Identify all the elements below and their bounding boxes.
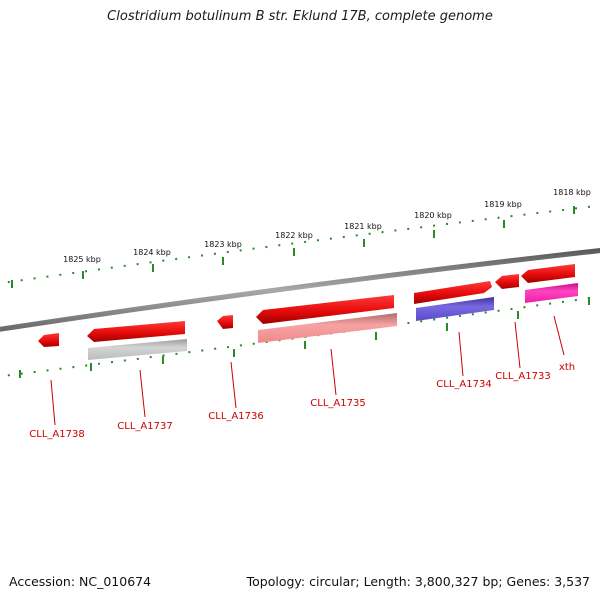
gene-label-cll-a1734[interactable]: CLL_A1734 (436, 379, 491, 390)
gene-label-cll-a1736[interactable]: CLL_A1736 (208, 411, 263, 422)
ruler-labels: 1825 kbp 1824 kbp 1823 kbp 1822 kbp 1821… (63, 188, 591, 264)
topology-summary: Topology: circular; Length: 3,800,327 bp… (246, 574, 590, 589)
gene-arrow-cll-a1737[interactable] (87, 321, 185, 342)
feature-bar-xth-companion[interactable] (525, 283, 578, 303)
ruler-label-1820: 1820 kbp (414, 211, 452, 220)
ruler-label-1818: 1818 kbp (553, 188, 591, 197)
gene-labels: CLL_A1738 CLL_A1737 CLL_A1736 CLL_A1735 … (29, 362, 575, 440)
gene-arrow-xth[interactable] (521, 264, 575, 283)
ruler-label-1825: 1825 kbp (63, 255, 101, 264)
ruler-label-1822: 1822 kbp (275, 231, 313, 240)
gene-arrow-cll-a1738[interactable] (38, 333, 59, 347)
gene-label-xth[interactable]: xth (559, 362, 575, 373)
ruler-label-1823: 1823 kbp (204, 240, 242, 249)
ruler-label-1819: 1819 kbp (484, 200, 522, 209)
gene-features (38, 264, 578, 360)
ruler-label-1824: 1824 kbp (133, 248, 171, 257)
gene-label-cll-a1738[interactable]: CLL_A1738 (29, 429, 84, 440)
gene-leader-lines (50, 315, 565, 426)
gene-arrow-cll-a1733[interactable] (495, 274, 519, 289)
feature-bar-cll-a1734-companion[interactable] (416, 297, 494, 321)
gene-label-cll-a1733[interactable]: CLL_A1733 (495, 371, 550, 382)
ruler-label-1821: 1821 kbp (344, 222, 382, 231)
lower-ruler (0, 295, 600, 378)
feature-bar-cll-a1735-companion[interactable] (258, 313, 397, 343)
gene-arrow-cll-a1734[interactable] (414, 281, 492, 304)
upper-ruler (0, 204, 600, 288)
gene-arrow-cll-a1735[interactable] (256, 295, 394, 324)
accession-text: Accession: NC_010674 (9, 574, 152, 589)
genome-backbone (0, 248, 600, 332)
gene-label-cll-a1737[interactable]: CLL_A1737 (117, 421, 172, 432)
gene-label-cll-a1735[interactable]: CLL_A1735 (310, 398, 365, 409)
map-title: Clostridium botulinum B str. Eklund 17B,… (107, 9, 493, 24)
gene-arrow-cll-a1736[interactable] (217, 315, 233, 329)
feature-bar-cll-a1737-companion[interactable] (88, 339, 187, 360)
